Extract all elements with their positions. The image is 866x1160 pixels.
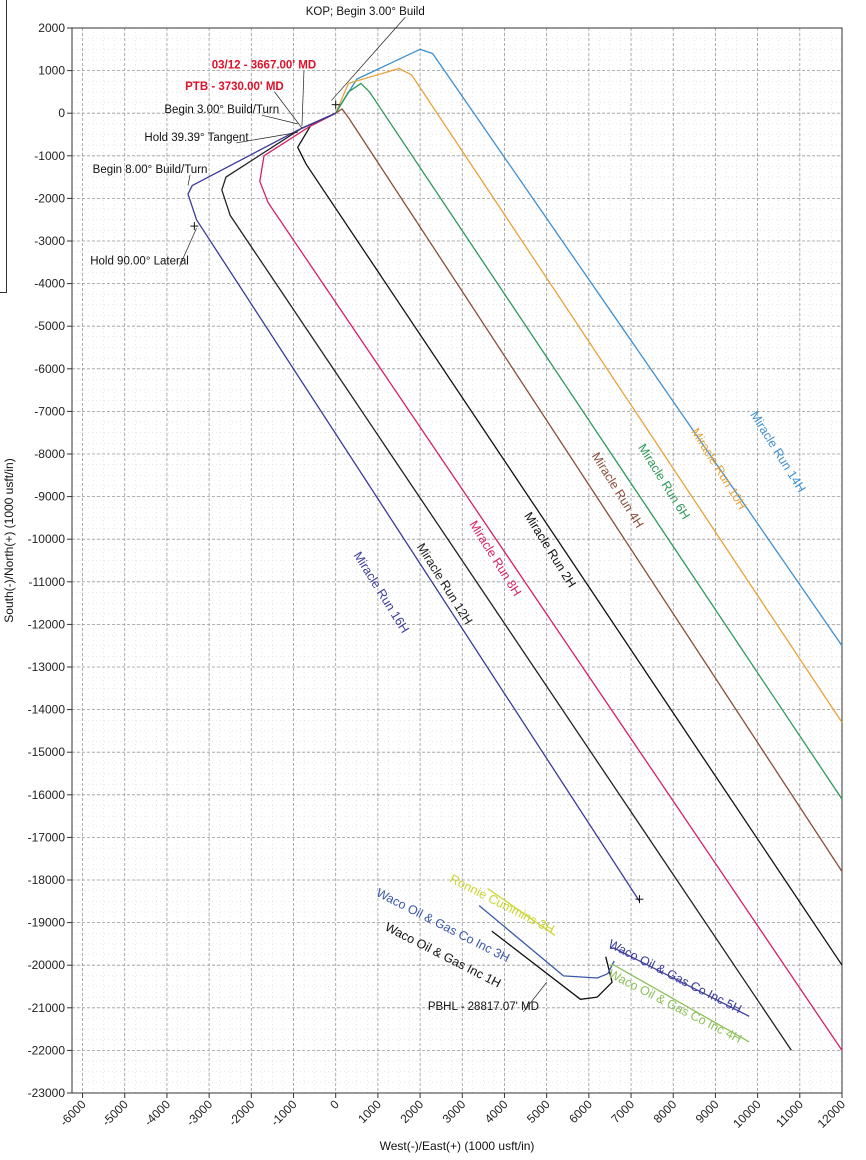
annotation-label: Begin 3.00° Build/Turn (164, 104, 279, 116)
series-label: Ronnie Cummins 3H (448, 872, 557, 937)
series-label: Miracle Run 10H (688, 426, 749, 512)
annotation-label: PTB - 3730.00' MD (185, 81, 284, 93)
y-tick-label: 0 (58, 106, 65, 120)
y-tick-label: -13000 (28, 660, 66, 674)
annotation-pointer (261, 114, 298, 125)
series-line-waco-oil-gas-co-inc-4h (609, 964, 750, 1043)
y-axis-title: South(-)/North(+) (1000 usft/in) (2, 458, 16, 622)
x-tick-label: -5000 (99, 1097, 131, 1129)
y-tick-label: -11000 (29, 575, 66, 589)
series-label: Miracle Run 8H (466, 518, 524, 598)
y-tick-label: -15000 (28, 745, 66, 759)
series-label: Miracle Run 14H (747, 409, 808, 495)
x-tick-label: 5000 (524, 1097, 553, 1126)
y-tick-label: -4000 (34, 277, 65, 291)
y-tick-label: -10000 (28, 532, 66, 546)
y-tick-label: -7000 (34, 404, 65, 418)
plot-frame (71, 27, 843, 1094)
x-tick-label: -4000 (141, 1097, 173, 1129)
y-tick-label: -2000 (34, 191, 65, 205)
x-tick-label: 8000 (651, 1097, 680, 1126)
series-line-miracle-run-6h (335, 82, 843, 800)
x-tick-label: 1000 (355, 1097, 384, 1126)
y-tick-label: -6000 (34, 362, 65, 376)
annotation-pointer (236, 132, 298, 144)
series-line-ronnie-cummins-3h (487, 887, 556, 936)
y-tick-label: -16000 (28, 788, 66, 802)
y-tick-label: -9000 (34, 490, 65, 504)
series-line-waco-oil-gas-co-inc-5h (609, 947, 750, 1017)
annotation-label: Hold 90.00° Lateral (90, 255, 189, 267)
annotation-pointer (274, 91, 303, 129)
annotation-pointer (301, 70, 305, 126)
x-tick-label: 10000 (730, 1097, 764, 1131)
series-label: Miracle Run 16H (351, 549, 412, 635)
y-tick-label: -12000 (28, 617, 66, 631)
series-line-miracle-run-8h (259, 112, 843, 1051)
annotation-label: KOP; Begin 3.00° Build (306, 6, 425, 18)
x-tick-label: 7000 (608, 1097, 637, 1126)
y-tick-label: -8000 (34, 447, 65, 461)
y-tick-label: 1000 (38, 64, 65, 78)
series-line-miracle-run-10h (335, 67, 843, 723)
x-tick-label: 3000 (440, 1097, 469, 1126)
annotation-label: Begin 8.00° Build/Turn (93, 164, 208, 176)
y-tick-label: -21000 (28, 1001, 66, 1015)
x-tick-label: -2000 (226, 1097, 258, 1129)
series-line-waco-oil-gas-co-inc-3h (478, 905, 615, 979)
y-tick-label: -14000 (28, 703, 66, 717)
series-line-miracle-run-16h (187, 112, 641, 902)
y-tick-label: -19000 (28, 916, 66, 930)
x-axis-title: West(-)/East(+) (1000 usft/in) (380, 1139, 535, 1153)
x-tick-label: 9000 (693, 1097, 722, 1126)
annotation-pointer (331, 16, 406, 101)
series-line-miracle-run-4h (335, 108, 843, 872)
annotation-label: PBHL - 28817.07' MD (428, 1001, 539, 1013)
series-line-waco-oil-gas-inc-1h (491, 930, 613, 1000)
series-label: Miracle Run 12H (414, 541, 475, 627)
y-tick-label: -18000 (28, 873, 66, 887)
annotation-pointer (523, 982, 547, 1013)
y-tick-label: -5000 (34, 319, 65, 333)
x-tick-label: 2000 (397, 1097, 426, 1126)
annotation-pointer (179, 228, 197, 267)
x-tick-label: -3000 (184, 1097, 216, 1129)
x-tick-label: 4000 (482, 1097, 511, 1126)
y-tick-label: 2000 (38, 21, 65, 35)
x-tick-label: 12000 (815, 1097, 849, 1131)
x-tick-label: 11000 (773, 1097, 806, 1130)
annotation-pointer (187, 174, 191, 186)
annotation-label: 03/12 - 3667.00' MD (212, 59, 316, 71)
y-tick-label: -17000 (28, 830, 66, 844)
x-tick-label: -1000 (268, 1097, 300, 1129)
x-tick-label: -6000 (57, 1097, 89, 1129)
annotation-label: Hold 39.39° Tangent (144, 132, 249, 144)
y-tick-label: -23000 (28, 1086, 66, 1100)
page-edge-frame (0, 0, 7, 293)
series-label: Miracle Run 2H (521, 510, 579, 590)
y-tick-label: -3000 (34, 234, 65, 248)
y-tick-label: -1000 (34, 149, 65, 163)
x-tick-label: 0 (327, 1097, 342, 1112)
x-tick-label: 6000 (566, 1097, 595, 1126)
y-tick-label: -22000 (28, 1043, 66, 1057)
y-tick-label: -20000 (28, 958, 66, 972)
